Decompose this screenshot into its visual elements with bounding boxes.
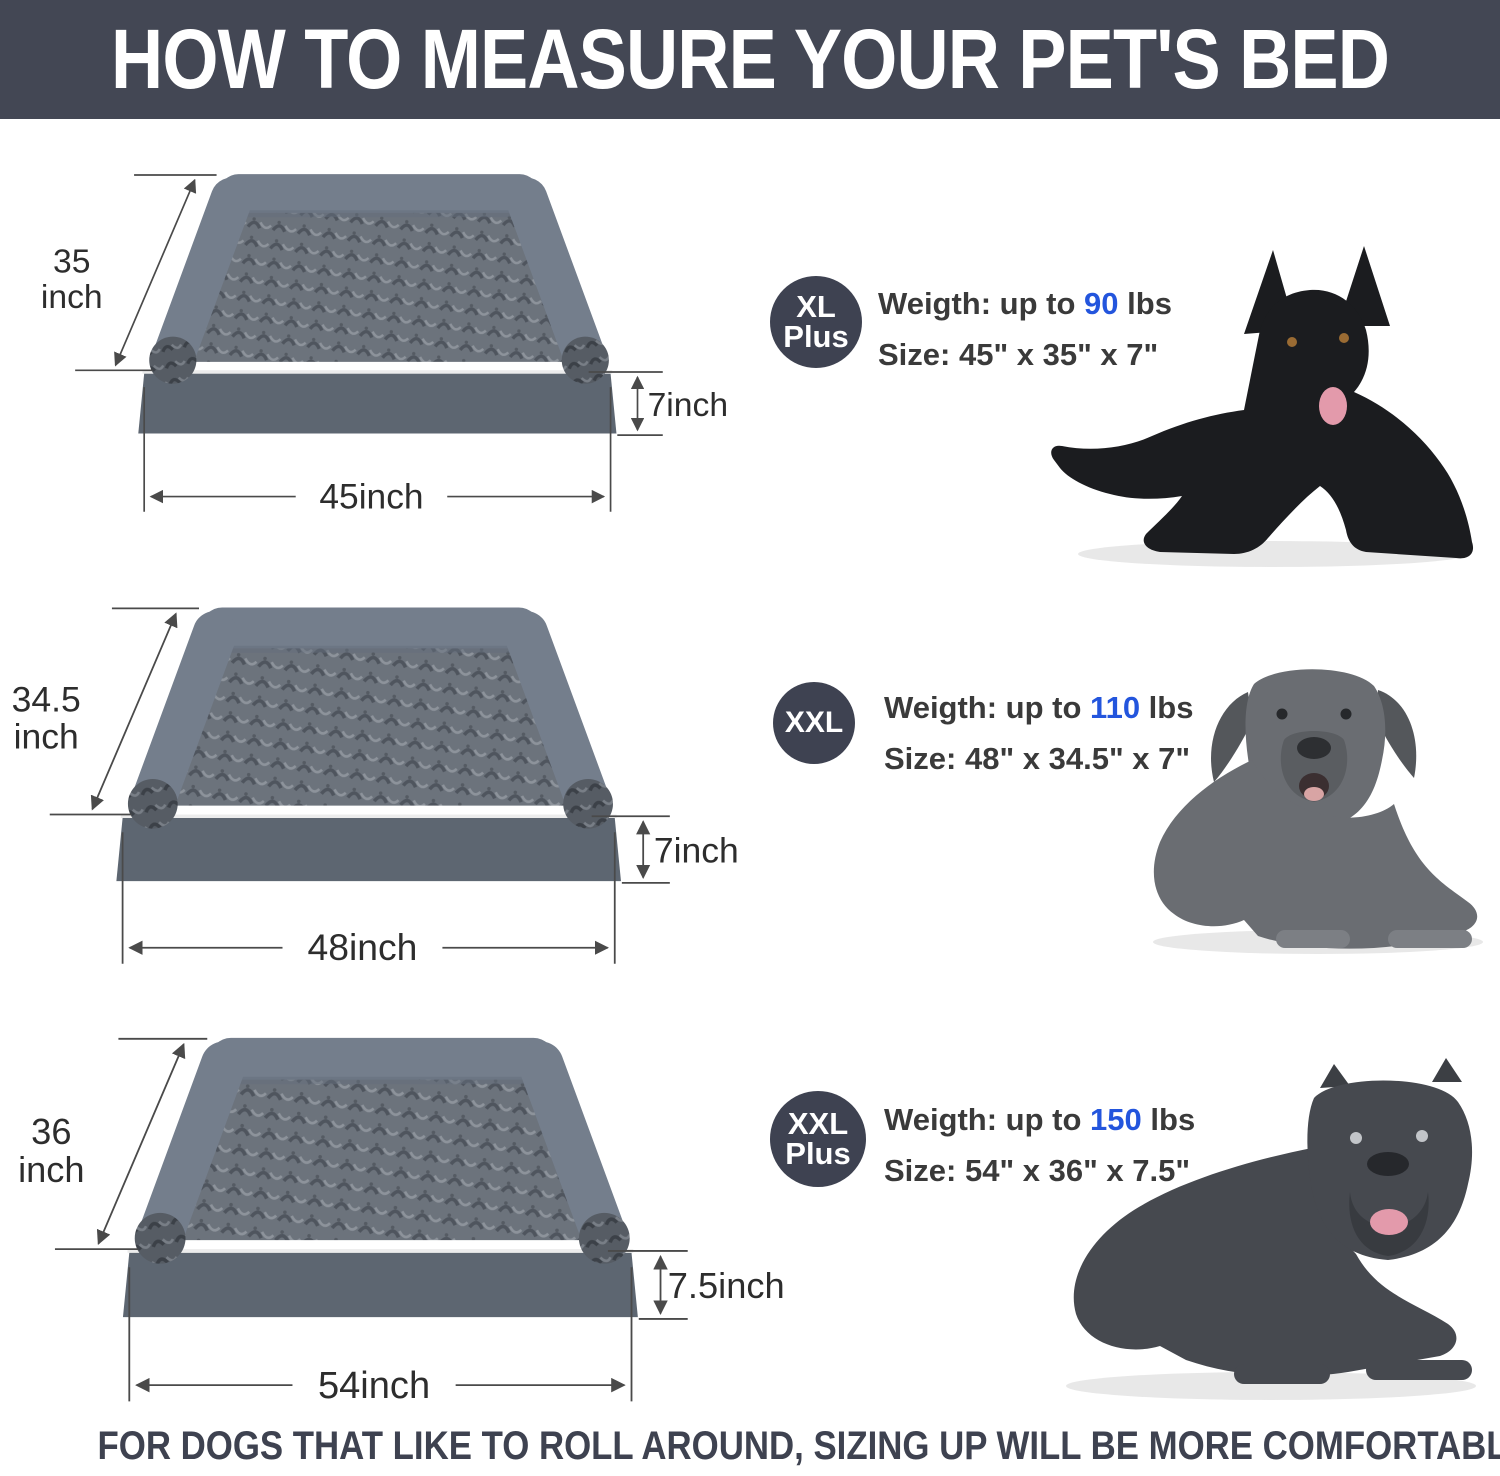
- dog-eye-right: [1339, 333, 1349, 343]
- weight-line: Weigth: up to 150 lbs: [884, 1102, 1196, 1137]
- bed-illustration: [55, 1039, 688, 1402]
- dog-paw-left: [1276, 930, 1350, 948]
- dog-tongue: [1370, 1209, 1408, 1235]
- dog-body: [1051, 289, 1474, 559]
- bed-diagram-xxl: 34.5 inch 48inch 7inch: [12, 578, 739, 987]
- size-line: Size: 48" x 34.5" x 7": [884, 741, 1191, 776]
- size-line: Size: 54" x 36" x 7.5": [884, 1153, 1191, 1188]
- footer-note: FOR DOGS THAT LIKE TO ROLL AROUND, SIZIN…: [0, 1424, 1500, 1469]
- bed-diagram-xxl-plus: 36 inch 54inch 7.5inch: [18, 1008, 785, 1425]
- weight-value: 150: [1090, 1102, 1142, 1137]
- dog-tongue: [1319, 387, 1347, 425]
- bed-diagram-xl-plus: 35 inch 45inch 7inch: [41, 146, 728, 534]
- header-banner: HOW TO MEASURE YOUR PET'S BED: [0, 0, 1500, 119]
- dog-body: [1073, 1148, 1457, 1377]
- badge-line2: Plus: [783, 319, 849, 354]
- weight-line: Weigth: up to 110 lbs: [884, 690, 1194, 725]
- dog-eye-right: [1340, 708, 1352, 720]
- page-title: HOW TO MEASURE YOUR PET'S BED: [110, 12, 1390, 106]
- bed-illustration: [50, 608, 670, 963]
- depth-label-unit: inch: [14, 717, 79, 757]
- width-label: 54inch: [318, 1365, 430, 1407]
- depth-label-value: 35: [53, 244, 90, 281]
- dog-ear-right-icon: [1376, 690, 1417, 778]
- depth-label-value: 36: [31, 1111, 71, 1152]
- dog-eye-right: [1416, 1130, 1428, 1142]
- size-info-xxl: Weigth: up to 110 lbs Size: 48" x 34.5" …: [884, 690, 1193, 777]
- dog-eye-left: [1287, 337, 1297, 347]
- badge-line1: XXL: [787, 1105, 849, 1141]
- weight-value: 90: [1084, 286, 1119, 321]
- dog-nose: [1297, 737, 1331, 759]
- size-info-xl-plus: Weigth: up to 90 lbs Size: 45" x 35" x 7…: [878, 286, 1172, 373]
- weight-value: 110: [1090, 690, 1141, 725]
- size-badge-xxl-plus: XXL Plus: [770, 1091, 866, 1187]
- badge-line1: XXL: [784, 706, 844, 740]
- footer-text: FOR DOGS THAT LIKE TO ROLL AROUND, SIZIN…: [97, 1424, 1500, 1468]
- height-label: 7inch: [648, 387, 728, 424]
- dog-eye-left: [1276, 708, 1288, 720]
- grey-great-dane-dog-image: [1153, 669, 1483, 954]
- size-badge-xxl: XXL: [773, 682, 855, 764]
- black-german-shepherd-dog-image: [1051, 246, 1474, 567]
- dog-jowls: [1349, 1192, 1429, 1256]
- badge-line1: XL: [796, 288, 836, 324]
- dog-ear-right-icon: [1432, 1058, 1462, 1082]
- size-badge-xl-plus: XL Plus: [770, 276, 862, 368]
- dog-paw-right: [1366, 1360, 1472, 1380]
- bed-illustration: [75, 175, 663, 512]
- depth-label-unit: inch: [41, 279, 103, 316]
- height-label: 7inch: [654, 830, 739, 870]
- weight-line: Weigth: up to 90 lbs: [878, 286, 1172, 321]
- dog-paw-right: [1388, 930, 1472, 948]
- width-label: 45inch: [319, 477, 423, 516]
- depth-label-value: 34.5: [12, 679, 81, 719]
- badge-line2: Plus: [785, 1136, 851, 1171]
- dog-paw-left: [1234, 1364, 1330, 1384]
- depth-label-unit: inch: [18, 1149, 85, 1190]
- height-label: 7.5inch: [668, 1265, 785, 1306]
- size-info-xxl-plus: Weigth: up to 150 lbs Size: 54" x 36" x …: [884, 1102, 1195, 1189]
- width-label: 48inch: [308, 926, 418, 968]
- dog-ear-left-icon: [1211, 692, 1252, 782]
- dog-body: [1153, 760, 1478, 949]
- grey-cane-corso-dog-image: [1066, 1058, 1476, 1400]
- dog-eye-left: [1350, 1132, 1362, 1144]
- size-line: Size: 45" x 35" x 7": [878, 337, 1159, 372]
- dog-ear-left-icon: [1320, 1064, 1350, 1088]
- dog-tongue: [1304, 787, 1324, 801]
- dog-nose: [1367, 1152, 1409, 1176]
